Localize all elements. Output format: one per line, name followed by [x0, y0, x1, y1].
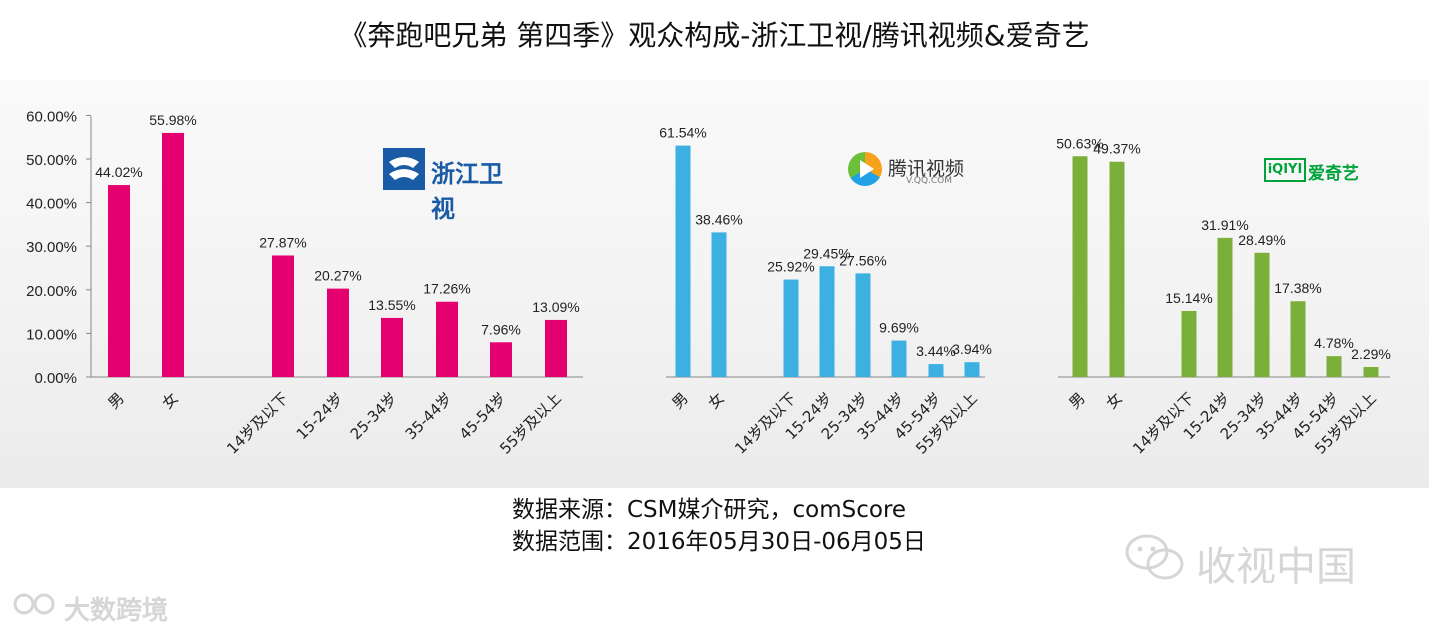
data-label: 55.98% [149, 112, 196, 128]
bar [711, 232, 727, 377]
data-label: 3.44% [916, 343, 956, 359]
bar [819, 266, 835, 377]
bar [272, 255, 294, 377]
data-label: 20.27% [314, 268, 361, 284]
y-tick-label: 50.00% [26, 152, 77, 169]
zhejiang-tv-logo: 浙江卫视 [383, 148, 523, 223]
data-label: 17.38% [1274, 280, 1321, 296]
data-label: 29.45% [803, 245, 850, 261]
bar [436, 301, 458, 377]
data-label: 50.63% [1056, 135, 1103, 151]
iqiyi-logo: iQIYI 爱奇艺 [1264, 158, 1374, 192]
tencent-video-logo: 腾讯视频 V.QQ.COM [848, 150, 978, 190]
watermark-left: 大数跨境 [64, 596, 169, 626]
wechat-icon [1125, 532, 1185, 584]
y-tick-label: 40.00% [26, 196, 77, 213]
bar [964, 362, 980, 377]
category-label: 男 [104, 389, 127, 412]
zhejiang-logo-icon [383, 148, 425, 190]
data-range-line: 数据范围：2016年05月30日-06月05日 [512, 529, 926, 555]
y-tick-label: 10.00% [26, 326, 77, 343]
y-tick-label: 0.00% [34, 370, 77, 387]
bar [1181, 310, 1197, 377]
data-label: 25.92% [767, 259, 814, 275]
y-tick-label: 30.00% [26, 239, 77, 256]
data-label: 13.09% [532, 299, 579, 315]
bar [1363, 367, 1379, 377]
tencent-play-icon [848, 152, 882, 186]
tencent-logo-sub: V.QQ.COM [906, 176, 953, 186]
data-label: 44.02% [95, 164, 142, 180]
bar [1217, 237, 1233, 377]
bar [928, 364, 944, 377]
category-label: 25-34岁 [347, 389, 401, 443]
data-source-line: 数据来源：CSM媒介研究，comScore [512, 497, 907, 523]
bar [162, 132, 184, 377]
zhejiang-logo-text: 浙江卫视 [431, 160, 503, 223]
data-label: 31.91% [1201, 217, 1248, 233]
bar [783, 279, 799, 377]
bar [891, 340, 907, 377]
bar [1326, 356, 1342, 377]
bar [108, 185, 130, 377]
category-label: 15-24岁 [293, 389, 347, 443]
bar [855, 273, 871, 377]
data-label: 9.69% [879, 320, 919, 336]
page-title: 《奔跑吧兄弟 第四季》观众构成-浙江卫视/腾讯视频&爱奇艺 [339, 19, 1090, 52]
bar [675, 145, 691, 377]
category-label: 女 [158, 389, 181, 412]
data-label: 28.49% [1238, 232, 1285, 248]
data-label: 7.96% [481, 321, 521, 337]
bar [327, 288, 349, 377]
data-label: 49.37% [1093, 141, 1140, 157]
category-label: 14岁及以下 [223, 389, 292, 458]
data-label: 4.78% [1314, 335, 1354, 351]
data-label: 27.87% [259, 234, 306, 250]
bar [1254, 252, 1270, 377]
category-label: 女 [1102, 389, 1125, 412]
bar [1290, 301, 1306, 377]
category-label: 男 [668, 389, 691, 412]
brand-logo-icon [12, 588, 58, 620]
data-label: 3.94% [952, 341, 992, 357]
data-label: 2.29% [1351, 346, 1391, 362]
category-label: 35-44岁 [402, 389, 456, 443]
data-label: 27.56% [839, 252, 886, 268]
category-label: 男 [1065, 389, 1088, 412]
bar [545, 319, 567, 377]
tencent-logo-text: 腾讯视频 [888, 158, 965, 180]
bar [381, 317, 403, 377]
watermark-right: 收视中国 [1196, 544, 1356, 590]
data-label: 61.54% [659, 125, 706, 141]
category-label: 女 [704, 389, 727, 412]
data-label: 38.46% [695, 211, 742, 227]
data-label: 17.26% [423, 281, 470, 297]
bar [1109, 161, 1125, 377]
category-label: 45-54岁 [456, 389, 510, 443]
bar [490, 342, 512, 377]
data-label: 15.14% [1165, 290, 1212, 306]
iqiyi-logo-text: 爱奇艺 [1308, 164, 1359, 184]
bar [1072, 156, 1088, 377]
data-label: 13.55% [368, 297, 415, 313]
y-tick-label: 20.00% [26, 283, 77, 300]
y-tick-label: 60.00% [26, 108, 77, 125]
iqiyi-logo-box: iQIYI [1264, 158, 1306, 182]
